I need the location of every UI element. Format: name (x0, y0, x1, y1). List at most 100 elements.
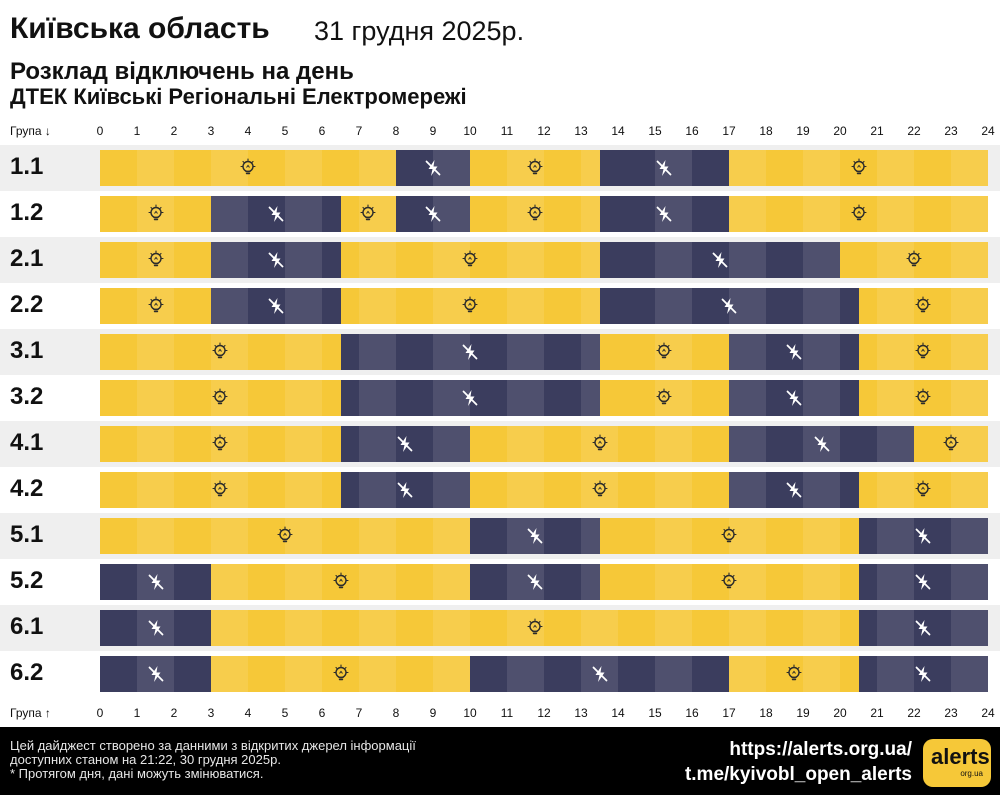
hour-tick-top-10: 10 (463, 124, 477, 138)
power-on-segment (211, 564, 470, 600)
no-power-icon (266, 250, 286, 270)
power-on-segment (100, 380, 341, 416)
hour-cell-shade (803, 610, 840, 646)
hour-tick-bottom-5: 5 (281, 706, 289, 720)
hour-cell-shade (211, 656, 248, 692)
hour-cell-shade (285, 564, 322, 600)
hour-cell-shade (507, 426, 544, 462)
power-on-segment (340, 288, 600, 324)
lightbulb-icon (719, 572, 739, 592)
logo-domain: org.ua (960, 769, 983, 778)
hour-tick-bottom-13: 13 (574, 706, 588, 720)
hour-cell-shade (211, 242, 248, 278)
hour-tick-bottom-11: 11 (500, 706, 514, 720)
hour-cell-shade (803, 380, 840, 416)
hour-cell-shade (581, 518, 600, 554)
hour-cell-shade (951, 196, 988, 232)
group-timeline (100, 426, 988, 462)
power-on-segment (729, 656, 859, 692)
no-power-icon (913, 572, 933, 592)
power-on-segment (599, 380, 729, 416)
no-power-icon (395, 434, 415, 454)
hour-cell-shade (137, 288, 174, 324)
hour-tick-top-11: 11 (500, 124, 514, 138)
hour-cell-shade (285, 426, 322, 462)
hour-cell-shade (433, 288, 470, 324)
lightbulb-icon (146, 204, 166, 224)
hour-cell-shade (359, 242, 396, 278)
hour-cell-shade (433, 150, 470, 186)
lightbulb-icon (525, 158, 545, 178)
hour-cell-shade (729, 380, 766, 416)
hour-cell-shade (211, 288, 248, 324)
hour-tick-top-2: 2 (170, 124, 178, 138)
power-on-segment (100, 196, 211, 232)
hour-cell-shade (211, 380, 248, 416)
hour-cell-shade (581, 564, 600, 600)
hour-tick-bottom-14: 14 (611, 706, 625, 720)
power-on-segment (100, 472, 341, 508)
hour-cell-shade (507, 150, 544, 186)
power-on-segment (729, 196, 988, 232)
power-on-segment (100, 150, 396, 186)
no-power-icon (266, 296, 286, 316)
hour-tick-top-12: 12 (537, 124, 551, 138)
hour-cell-shade (433, 472, 470, 508)
hour-tick-top-5: 5 (281, 124, 289, 138)
hour-tick-bottom-12: 12 (537, 706, 551, 720)
hour-cell-shade (359, 426, 396, 462)
hour-cell-shade (433, 380, 470, 416)
group-label: 5.2 (10, 567, 44, 594)
group-timeline (100, 242, 988, 278)
power-on-segment (599, 334, 729, 370)
site-link[interactable]: https://alerts.org.ua/ (729, 739, 912, 760)
no-power-icon (460, 388, 480, 408)
telegram-link[interactable]: t.me/kyivobl_open_alerts (684, 764, 912, 785)
hour-cell-shade (729, 334, 766, 370)
hour-cell-shade (359, 196, 396, 232)
lightbulb-icon (331, 572, 351, 592)
hour-axis-top: Група ↓ 0 1 2 3 4 5 6 7 8 9 10 11 12 13 14 15 16 17 18 19 20… (0, 118, 1000, 144)
no-power-icon (146, 664, 166, 684)
hour-tick-bottom-6: 6 (318, 706, 326, 720)
hour-tick-bottom-8: 8 (392, 706, 400, 720)
hour-cell-shade (581, 196, 600, 232)
group-label: 1.1 (10, 153, 44, 180)
lightbulb-icon (719, 526, 739, 546)
group-timeline (100, 196, 988, 232)
no-power-icon (784, 388, 804, 408)
group-row-5.2: 5.2 (0, 559, 1000, 605)
hour-tick-top-20: 20 (833, 124, 847, 138)
group-timeline (100, 380, 988, 416)
hour-cell-shade (137, 150, 174, 186)
hour-cell-shade (581, 150, 600, 186)
alerts-logo: alerts org.ua (923, 739, 991, 787)
no-power-icon (266, 204, 286, 224)
hour-tick-bottom-18: 18 (759, 706, 773, 720)
hour-tick-top-0: 0 (96, 124, 104, 138)
hour-axis-bottom: Група ↑ 0 1 2 3 4 5 6 7 8 9 10 11 12 13 14 15 16 17 18 19 20… (0, 700, 1000, 726)
hour-tick-bottom-1: 1 (133, 706, 141, 720)
lightbulb-icon (238, 158, 258, 178)
hour-cell-shade (877, 426, 914, 462)
hour-cell-shade (729, 610, 766, 646)
hour-tick-top-22: 22 (907, 124, 921, 138)
power-on-segment (211, 610, 859, 646)
footer-note: Цей дайджест створено за данними з відкр… (10, 739, 490, 781)
hour-cell-shade (359, 472, 396, 508)
hour-cell-shade (655, 610, 692, 646)
hour-cell-shade (581, 380, 600, 416)
hour-cell-shade (359, 288, 396, 324)
power-on-segment (211, 656, 470, 692)
hour-cell-shade (211, 334, 248, 370)
hour-cell-shade (655, 518, 692, 554)
lightbulb-icon (941, 434, 961, 454)
group-timeline (100, 472, 988, 508)
group-row-6.1: 6.1 (0, 605, 1000, 651)
hour-tick-bottom-24: 24 (981, 706, 995, 720)
hour-tick-bottom-19: 19 (796, 706, 810, 720)
hour-tick-top-3: 3 (207, 124, 215, 138)
hour-cell-shade (877, 196, 914, 232)
power-on-segment (599, 564, 859, 600)
hour-tick-top-6: 6 (318, 124, 326, 138)
